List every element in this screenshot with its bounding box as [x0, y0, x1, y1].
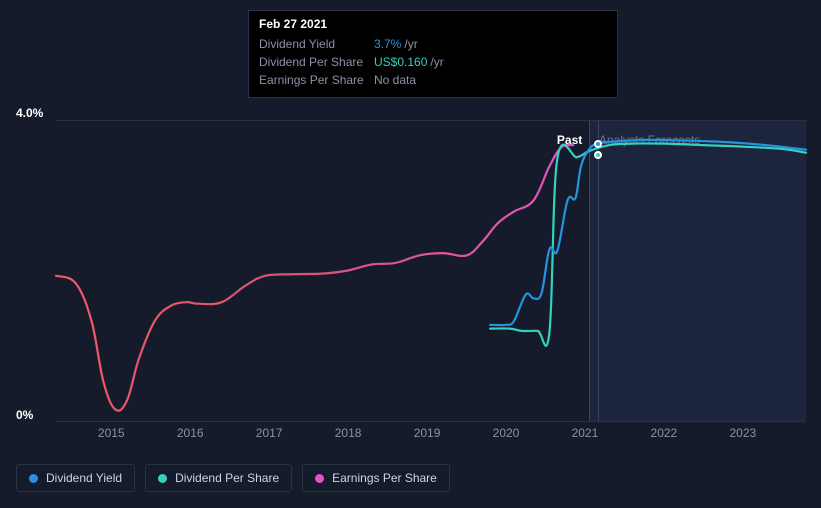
chart-marker — [594, 140, 602, 148]
legend-dot-icon — [158, 474, 167, 483]
x-axis-tick: 2023 — [729, 426, 756, 440]
tooltip-value: US$0.160/yr — [374, 53, 444, 71]
x-axis-tick: 2017 — [256, 426, 283, 440]
x-axis-tick: 2016 — [177, 426, 204, 440]
tooltip-row: Earnings Per Share No data — [259, 71, 607, 89]
legend-item-dividend-per-share[interactable]: Dividend Per Share — [145, 464, 292, 492]
plot-area[interactable]: Past Analysts Forecasts — [56, 120, 806, 422]
y-axis-tick-min: 0% — [16, 408, 33, 422]
legend-dot-icon — [315, 474, 324, 483]
legend-item-earnings-per-share[interactable]: Earnings Per Share — [302, 464, 450, 492]
tooltip-row: Dividend Yield 3.7%/yr — [259, 35, 607, 53]
x-axis-tick: 2015 — [98, 426, 125, 440]
dividend-chart[interactable]: 4.0% 0% Past Analysts Forecasts 2015 2016… — [16, 104, 806, 454]
y-axis-tick-max: 4.0% — [16, 106, 43, 120]
chart-marker — [594, 151, 602, 159]
tooltip-label: Dividend Yield — [259, 35, 374, 53]
tooltip-label: Earnings Per Share — [259, 71, 374, 89]
chart-legend: Dividend Yield Dividend Per Share Earnin… — [16, 464, 450, 492]
legend-label: Dividend Yield — [46, 471, 122, 485]
x-axis-tick: 2021 — [572, 426, 599, 440]
tooltip-date: Feb 27 2021 — [259, 17, 607, 31]
x-axis-tick: 2019 — [414, 426, 441, 440]
legend-item-dividend-yield[interactable]: Dividend Yield — [16, 464, 135, 492]
legend-dot-icon — [29, 474, 38, 483]
chart-svg — [56, 121, 806, 423]
x-axis-tick: 2020 — [493, 426, 520, 440]
legend-label: Dividend Per Share — [175, 471, 279, 485]
x-axis-tick: 2018 — [335, 426, 362, 440]
tooltip-label: Dividend Per Share — [259, 53, 374, 71]
tooltip-value: No data — [374, 71, 416, 89]
legend-label: Earnings Per Share — [332, 471, 437, 485]
x-axis-tick: 2022 — [651, 426, 678, 440]
tooltip-row: Dividend Per Share US$0.160/yr — [259, 53, 607, 71]
chart-tooltip: Feb 27 2021 Dividend Yield 3.7%/yr Divid… — [248, 10, 618, 98]
x-axis: 2015 2016 2017 2018 2019 2020 2021 2022 2023 — [56, 426, 806, 444]
tooltip-value: 3.7%/yr — [374, 35, 418, 53]
